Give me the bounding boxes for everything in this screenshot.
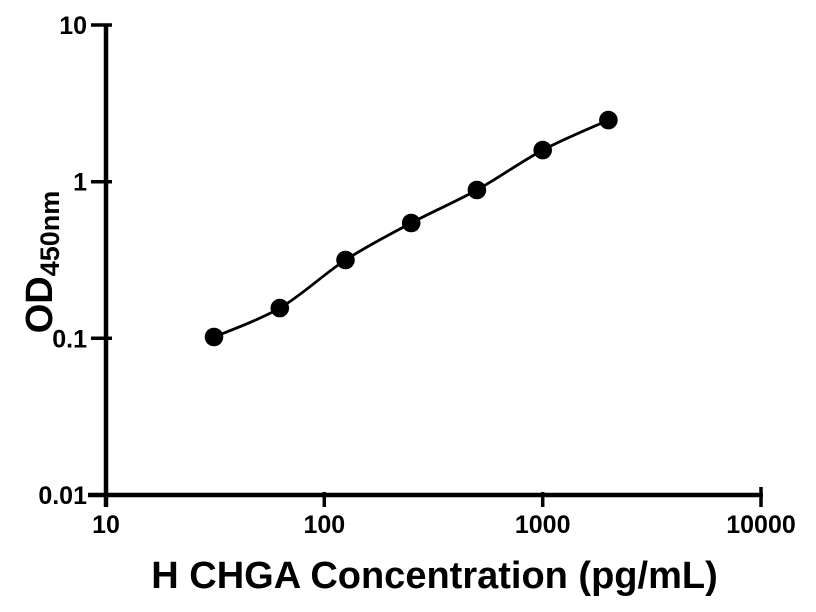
y-axis-title-main: OD: [19, 276, 61, 334]
y-axis-title: OD 450nm: [19, 177, 65, 347]
data-point-marker: [336, 250, 355, 270]
data-point-marker: [270, 298, 290, 318]
x-tick-label: 10000: [726, 511, 796, 539]
x-axis-title-text: H CHGA Concentration (pg/mL): [151, 555, 718, 597]
data-point-marker: [467, 180, 487, 200]
data-point-marker: [204, 327, 224, 347]
y-tick-label: 0.01: [38, 482, 87, 510]
data-point-marker: [401, 213, 421, 233]
x-axis-title: H CHGA Concentration (pg/mL): [106, 556, 763, 604]
data-point-marker: [599, 110, 618, 130]
x-tick-label: 100: [303, 511, 345, 539]
y-tick-label: 0.1: [52, 325, 87, 353]
y-tick-label: 1: [73, 169, 87, 197]
x-tick-label: 10: [92, 511, 120, 539]
x-tick-label: 1000: [515, 511, 571, 539]
y-tick-label: 10: [59, 12, 87, 40]
y-axis-title-subscript: 450nm: [35, 190, 65, 277]
data-point-marker: [533, 140, 552, 160]
